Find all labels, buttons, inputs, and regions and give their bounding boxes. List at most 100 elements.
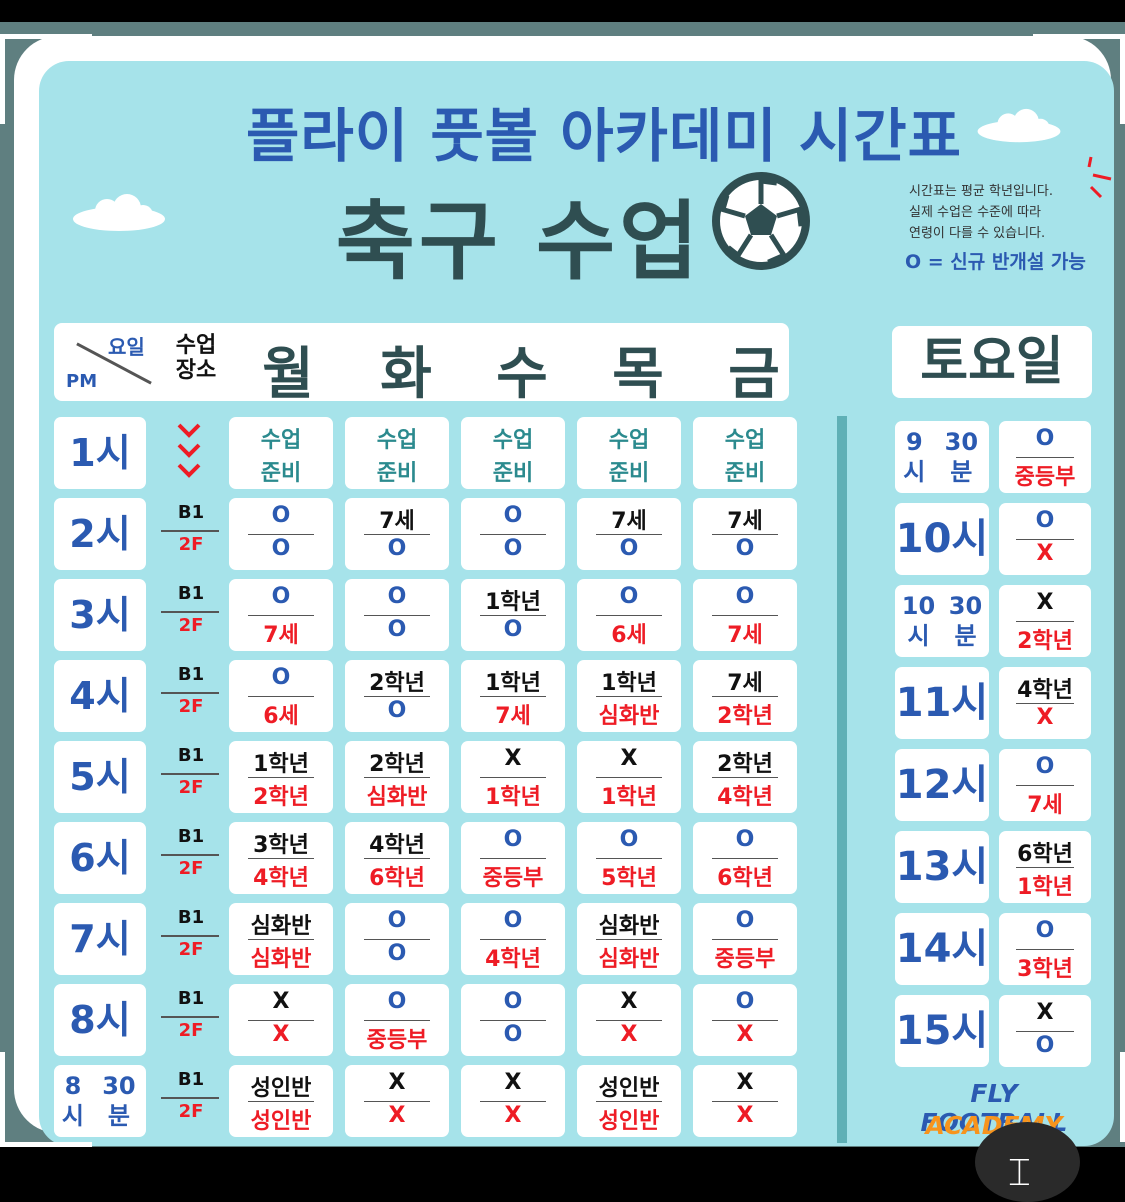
schedule-slot[interactable]: 4학년 6학년 <box>345 822 449 894</box>
schedule-slot[interactable]: 1학년 2학년 <box>229 741 333 813</box>
slot-upper: 4학년 <box>1017 678 1073 703</box>
slot-lower: 심화반 <box>598 704 660 729</box>
saturday-slot[interactable]: X 2학년 <box>999 585 1091 657</box>
schedule-slot[interactable]: O 중등부 <box>693 903 797 975</box>
slot-upper: 수업 <box>724 428 766 453</box>
slot-lower: 준비 <box>260 461 302 486</box>
slot-upper: 수업 <box>260 428 302 453</box>
location-rule <box>161 935 219 937</box>
schedule-slot[interactable]: 1학년 O <box>461 579 565 651</box>
schedule-slot[interactable]: 7세 O <box>345 498 449 570</box>
slot-upper: O <box>735 908 755 933</box>
schedule-slot[interactable]: O 중등부 <box>345 984 449 1056</box>
slot-lower: O <box>387 698 407 723</box>
schedule-slot[interactable]: 2학년 심화반 <box>345 741 449 813</box>
saturday-slot[interactable]: O 3학년 <box>999 913 1091 985</box>
schedule-slot[interactable]: 1학년 심화반 <box>577 660 681 732</box>
schedule-slot[interactable]: 수업 준비 <box>693 417 797 489</box>
location-b1: B1 <box>177 988 205 1009</box>
schedule-slot[interactable]: 수업 준비 <box>577 417 681 489</box>
schedule-slot[interactable]: O 중등부 <box>461 822 565 894</box>
schedule-slot[interactable]: 3학년 4학년 <box>229 822 333 894</box>
saturday-slot[interactable]: 6학년 1학년 <box>999 831 1091 903</box>
slot-divider <box>711 534 779 535</box>
slot-upper: X <box>620 746 638 771</box>
corner-mark <box>0 34 5 124</box>
slot-lower: 심화반 <box>250 947 312 972</box>
schedule-slot[interactable]: O 6학년 <box>693 822 797 894</box>
slot-upper: O <box>735 827 755 852</box>
slot-divider <box>479 534 547 535</box>
location-b1: B1 <box>177 907 205 928</box>
location-2f: 2F <box>178 777 204 798</box>
location-b1: B1 <box>177 583 205 604</box>
schedule-slot[interactable]: O 4학년 <box>461 903 565 975</box>
slot-upper: X <box>1036 590 1054 615</box>
slot-lower: O <box>503 536 523 561</box>
saturday-slot[interactable]: O 중등부 <box>999 421 1091 493</box>
schedule-slot[interactable]: 1학년 7세 <box>461 660 565 732</box>
saturday-slot[interactable]: 4학년 X <box>999 667 1091 739</box>
schedule-slot[interactable]: O 6세 <box>577 579 681 651</box>
slot-lower: 6세 <box>263 704 299 729</box>
slot-lower: 6세 <box>611 623 647 648</box>
schedule-slot[interactable]: X 1학년 <box>577 741 681 813</box>
slot-divider <box>711 1101 779 1102</box>
schedule-slot[interactable]: O 7세 <box>693 579 797 651</box>
slot-lower: 중등부 <box>1014 465 1076 490</box>
schedule-slot[interactable]: 7세 O <box>577 498 681 570</box>
schedule-slot[interactable]: 성인반 성인반 <box>577 1065 681 1137</box>
saturday-slot[interactable]: O 7세 <box>999 749 1091 821</box>
slot-lower: 2학년 <box>1017 629 1073 654</box>
time-label: 6시 <box>54 822 146 894</box>
schedule-slot[interactable]: 2학년 4학년 <box>693 741 797 813</box>
schedule-slot[interactable]: O 5학년 <box>577 822 681 894</box>
saturday-time-label: 15시 <box>895 995 989 1067</box>
slot-divider <box>247 534 315 535</box>
schedule-slot[interactable]: 성인반 성인반 <box>229 1065 333 1137</box>
schedule-slot[interactable]: O 7세 <box>229 579 333 651</box>
slot-upper: X <box>504 746 522 771</box>
schedule-slot[interactable]: X 1학년 <box>461 741 565 813</box>
schedule-slot[interactable]: 심화반 심화반 <box>577 903 681 975</box>
slot-divider <box>1015 1031 1075 1032</box>
slot-lower: 성인반 <box>250 1109 312 1134</box>
schedule-slot[interactable]: 7세 2학년 <box>693 660 797 732</box>
slot-upper: O <box>503 503 523 528</box>
saturday-time-label: 12시 <box>895 749 989 821</box>
schedule-slot[interactable]: 7세 O <box>693 498 797 570</box>
schedule-slot[interactable]: 수업 준비 <box>345 417 449 489</box>
schedule-slot[interactable]: 수업 준비 <box>461 417 565 489</box>
schedule-slot[interactable]: 심화반 심화반 <box>229 903 333 975</box>
slot-upper: 2학년 <box>717 752 773 777</box>
corner-day-label: 요일 <box>108 335 145 359</box>
corner-mark <box>1120 34 1125 124</box>
slot-lower: 3학년 <box>1017 957 1073 982</box>
schedule-slot[interactable]: O 6세 <box>229 660 333 732</box>
slot-lower: 5학년 <box>601 866 657 891</box>
slot-upper: O <box>735 584 755 609</box>
slot-upper: 성인반 <box>598 1076 660 1101</box>
slot-upper: O <box>503 908 523 933</box>
slot-lower: 7세 <box>727 623 763 648</box>
schedule-slot[interactable]: 2학년 O <box>345 660 449 732</box>
day-saturday: 토요일 <box>892 326 1092 398</box>
location-2f: 2F <box>178 534 204 555</box>
slot-upper: 수업 <box>376 428 418 453</box>
slot-upper: O <box>271 584 291 609</box>
time-label: 4시 <box>54 660 146 732</box>
